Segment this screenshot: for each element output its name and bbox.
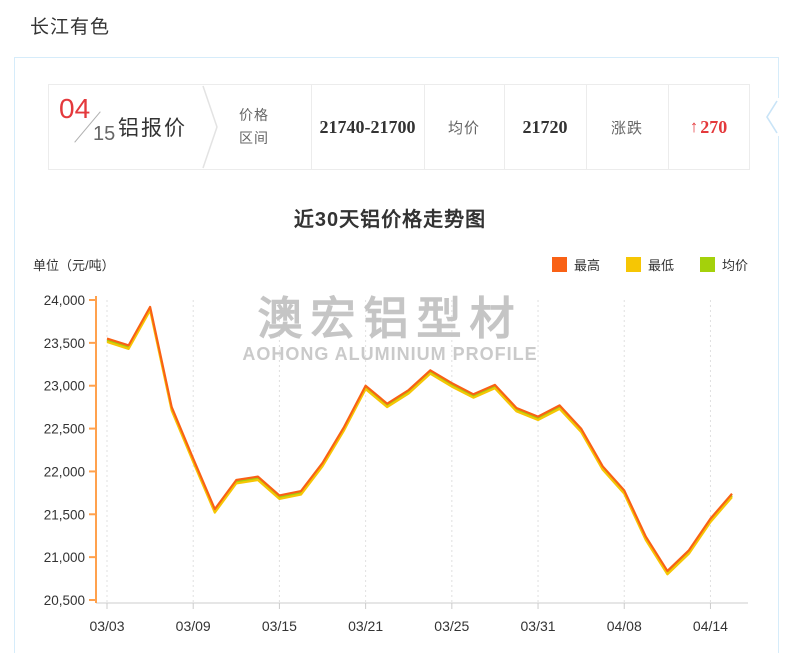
quote-range-cell: 21740-21700 bbox=[311, 85, 424, 169]
svg-text:21,500: 21,500 bbox=[44, 507, 85, 522]
chart-title: 近30天铝价格走势图 bbox=[293, 209, 487, 231]
legend-swatch-low bbox=[625, 257, 641, 272]
quote-date-month: 04 bbox=[59, 93, 91, 124]
legend-swatch-high bbox=[551, 257, 567, 272]
chart-legend: 最高 最低 均价 bbox=[551, 255, 748, 274]
svg-text:03/31: 03/31 bbox=[521, 618, 556, 634]
quote-range-label-line1: 价格 bbox=[239, 107, 269, 123]
svg-text:03/21: 03/21 bbox=[348, 618, 383, 634]
legend-label-high: 最高 bbox=[573, 258, 600, 273]
quote-date: 04 15 bbox=[57, 93, 121, 155]
collapse-panel-chevron-button[interactable] bbox=[764, 98, 779, 136]
svg-text:22,500: 22,500 bbox=[44, 422, 85, 437]
quote-change-value: 270 bbox=[700, 116, 728, 137]
price-chart: 03/03 03/09 03/15 03/21 03/25 03/31 04/08 04/14… bbox=[0, 278, 800, 653]
quote-change-label: 涨跌 bbox=[610, 119, 643, 137]
divider bbox=[311, 85, 312, 169]
svg-text:22,000: 22,000 bbox=[44, 464, 85, 479]
chart-unit-label: 单位（元/吨） bbox=[33, 258, 115, 273]
quote-avg-value: 21720 bbox=[522, 116, 568, 137]
quote-avg-label: 均价 bbox=[447, 119, 480, 137]
quote-avg-cell: 21720 bbox=[504, 85, 586, 169]
price-card: 04 15 铝报价 价格 区间 21740-21700 均价 2 bbox=[14, 57, 779, 653]
quote-avg-label-cell: 均价 bbox=[424, 85, 504, 169]
series-line-最低 bbox=[106, 309, 733, 576]
svg-text:23,500: 23,500 bbox=[44, 336, 85, 351]
svg-text:03/09: 03/09 bbox=[176, 618, 211, 634]
series-line-均价 bbox=[106, 307, 733, 574]
svg-text:20,500: 20,500 bbox=[44, 593, 85, 608]
quote-change-cell: ↑ 270 bbox=[668, 85, 749, 169]
svg-text:03/25: 03/25 bbox=[434, 618, 469, 634]
svg-text:23,000: 23,000 bbox=[44, 379, 85, 394]
svg-text:21,000: 21,000 bbox=[44, 550, 85, 565]
svg-text:24,000: 24,000 bbox=[44, 293, 85, 308]
quote-range-value: 21740-21700 bbox=[319, 116, 416, 137]
legend-label-avg: 均价 bbox=[721, 258, 748, 273]
up-arrow-icon: ↑ bbox=[689, 117, 699, 136]
legend-label-low: 最低 bbox=[647, 258, 674, 273]
svg-text:03/03: 03/03 bbox=[89, 618, 124, 634]
series-line-最高 bbox=[106, 305, 733, 572]
divider bbox=[504, 85, 505, 169]
quote-date-day: 15 bbox=[93, 123, 116, 145]
divider bbox=[668, 85, 669, 169]
legend-item-low: 最低 bbox=[625, 255, 674, 274]
svg-text:04/08: 04/08 bbox=[607, 618, 642, 634]
quote-product-label: 铝报价 bbox=[118, 117, 187, 140]
divider bbox=[586, 85, 587, 169]
legend-item-avg: 均价 bbox=[699, 255, 748, 274]
svg-text:04/14: 04/14 bbox=[693, 618, 728, 634]
page-title: 长江有色 bbox=[30, 17, 111, 38]
legend-swatch-avg bbox=[699, 257, 715, 272]
divider bbox=[424, 85, 425, 169]
quote-range-label: 价格 区间 bbox=[221, 85, 287, 169]
quote-bar[interactable]: 04 15 铝报价 价格 区间 21740-21700 均价 2 bbox=[48, 84, 750, 170]
quote-change-label-cell: 涨跌 bbox=[586, 85, 668, 169]
quote-range-label-line2: 区间 bbox=[239, 130, 269, 146]
svg-text:03/15: 03/15 bbox=[262, 618, 297, 634]
legend-item-high: 最高 bbox=[551, 255, 600, 274]
price-chart-canvas: 03/03 03/09 03/15 03/21 03/25 03/31 04/08 04/14… bbox=[44, 293, 748, 634]
chevron-right-separator-icon bbox=[202, 85, 218, 169]
